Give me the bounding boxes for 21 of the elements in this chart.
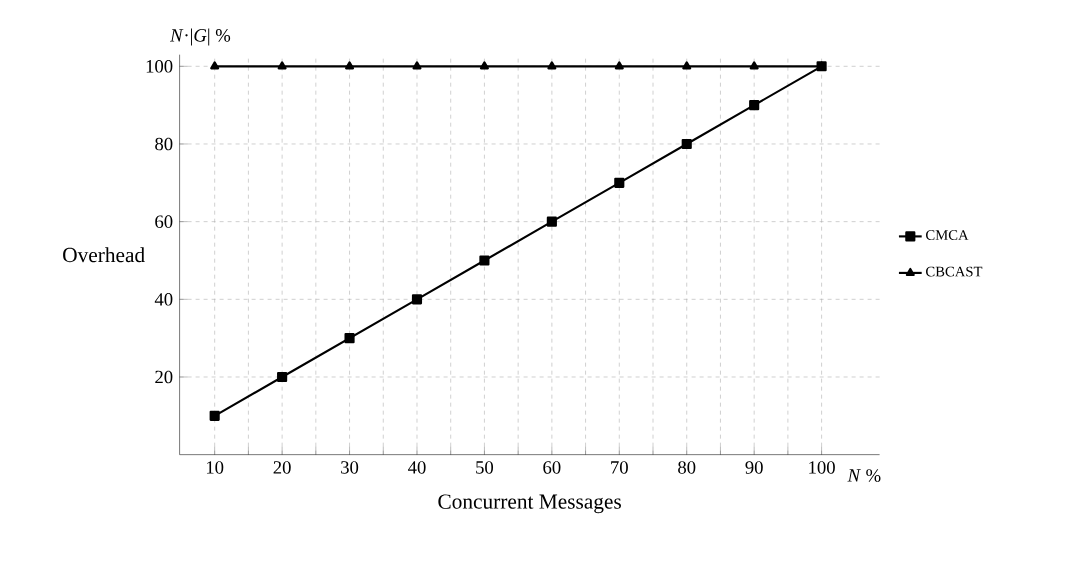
y-axis-title: Overhead xyxy=(63,247,145,263)
y-tick-label: 20 xyxy=(155,370,173,384)
x-tick-label: 70 xyxy=(611,461,628,474)
x-axis-title: Concurrent Messages xyxy=(438,494,621,514)
x-tick-label: 80 xyxy=(678,461,696,474)
y-tick-label: 40 xyxy=(154,293,173,306)
y-tick-label: 100 xyxy=(146,60,173,73)
x-tick-label: 100 xyxy=(809,461,835,474)
text: N % xyxy=(847,469,881,482)
x-tick-label: 40 xyxy=(408,461,426,474)
legend-label: CMCA xyxy=(926,230,969,241)
x-tick-label: 20 xyxy=(273,461,291,474)
x-tick-label: 10 xyxy=(206,461,224,474)
x-tick-label: 60 xyxy=(543,461,561,474)
y-tick-label: 80 xyxy=(155,137,173,151)
x-tick-label: 30 xyxy=(341,461,359,474)
text: N·|G| % xyxy=(169,28,231,46)
x-tick-label: 90 xyxy=(745,461,763,474)
legend-label: CBCAST xyxy=(926,266,983,277)
x-tick-label: 50 xyxy=(476,461,494,474)
y-tick-label: 60 xyxy=(155,215,173,228)
